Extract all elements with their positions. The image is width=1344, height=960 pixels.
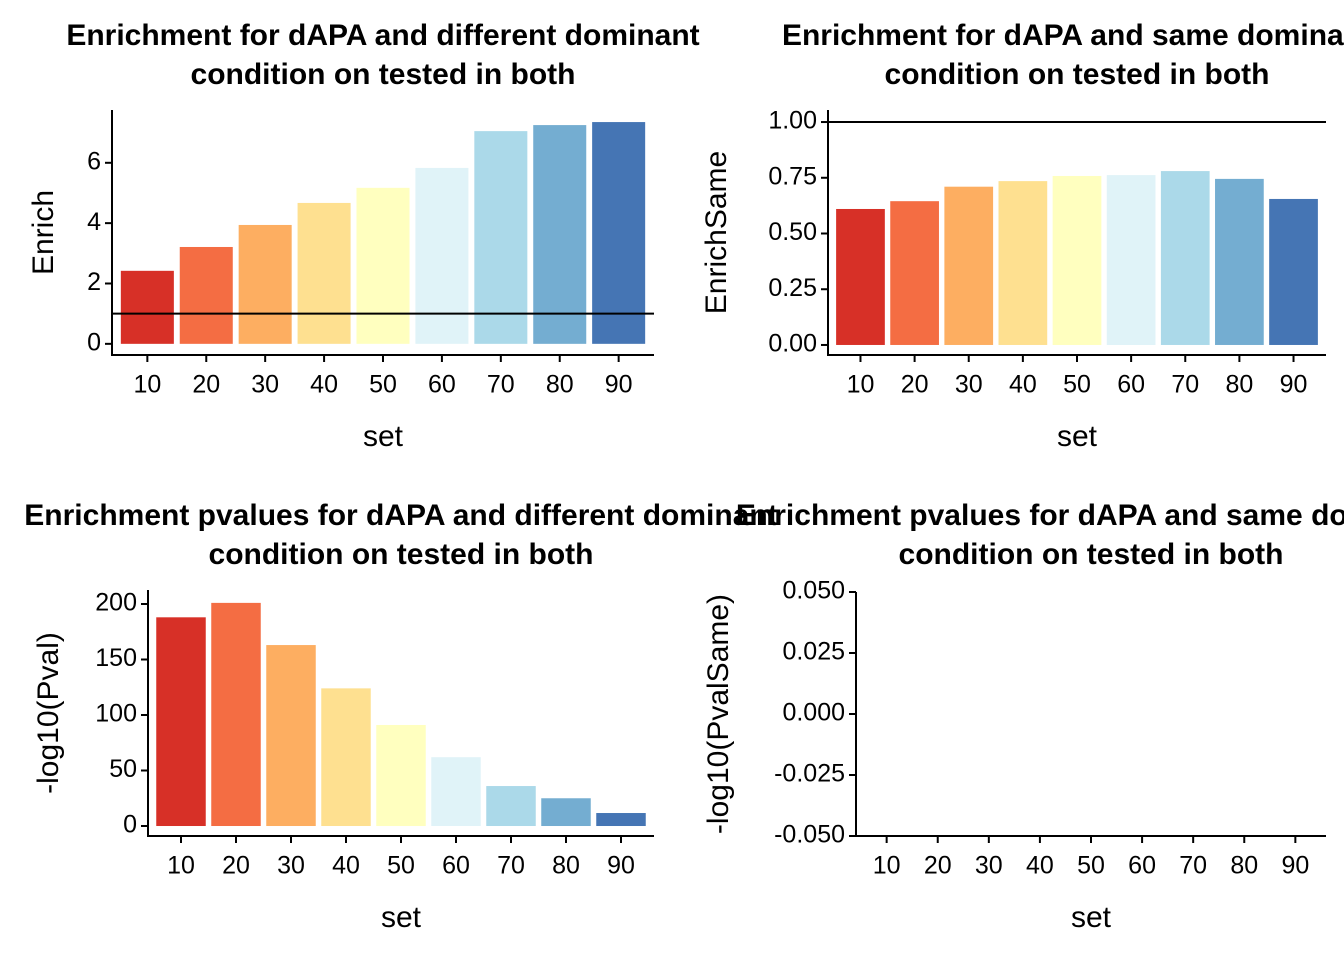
y-axis-title: -log10(PvalSame) <box>702 594 735 834</box>
bar <box>179 246 233 344</box>
y-tick-label: 0.050 <box>782 577 845 605</box>
x-tick-label: 60 <box>442 852 470 880</box>
y-tick-label: 0.025 <box>782 638 845 666</box>
y-tick-label: 0 <box>123 811 137 839</box>
bar <box>998 181 1048 345</box>
y-tick-label: 50 <box>109 755 137 783</box>
bar <box>596 813 646 827</box>
y-tick-label: 0 <box>87 328 101 356</box>
bar <box>431 757 481 827</box>
bar <box>1160 171 1210 345</box>
y-tick-label: 0.75 <box>768 162 817 190</box>
bar <box>944 186 994 345</box>
x-axis-title: set <box>381 901 422 934</box>
x-tick-label: 50 <box>1063 371 1091 399</box>
x-tick-label: 70 <box>1179 852 1207 880</box>
bar <box>474 131 528 344</box>
y-axis-title: Enrich <box>27 190 60 275</box>
x-tick-label: 70 <box>497 852 525 880</box>
x-tick-label: 20 <box>222 852 250 880</box>
bar <box>297 202 351 344</box>
y-tick-label: -0.025 <box>774 760 845 788</box>
x-tick-label: 50 <box>369 371 397 399</box>
x-tick-label: 40 <box>1026 852 1054 880</box>
bar <box>890 201 939 345</box>
x-tick-label: 40 <box>310 371 338 399</box>
x-tick-label: 90 <box>1280 371 1308 399</box>
y-tick-label: 2 <box>87 268 101 296</box>
y-tick-label: -0.050 <box>774 821 845 849</box>
bar <box>211 602 261 827</box>
x-tick-label: 40 <box>1009 371 1037 399</box>
y-tick-label: 150 <box>95 644 137 672</box>
x-tick-label: 10 <box>167 852 195 880</box>
bar <box>486 786 536 827</box>
x-tick-label: 30 <box>955 371 983 399</box>
x-tick-label: 90 <box>607 852 635 880</box>
bar <box>541 798 591 827</box>
bar <box>1106 175 1156 345</box>
chart-title: condition on tested in both <box>899 538 1284 571</box>
bar <box>836 208 885 345</box>
bar <box>592 122 646 344</box>
bar <box>376 724 426 827</box>
y-axis-title: EnrichSame <box>700 151 733 314</box>
x-tick-label: 60 <box>428 371 456 399</box>
x-axis-title: set <box>363 420 404 453</box>
bar <box>266 645 316 827</box>
x-tick-label: 70 <box>487 371 515 399</box>
x-tick-label: 20 <box>924 852 952 880</box>
x-tick-label: 60 <box>1128 852 1156 880</box>
y-tick-label: 100 <box>95 700 137 728</box>
bar <box>1052 175 1102 345</box>
y-axis-title: -log10(Pval) <box>32 632 65 794</box>
chart-title: Enrichment for dAPA and different domina… <box>66 19 699 52</box>
x-tick-label: 30 <box>251 371 279 399</box>
bar <box>156 617 206 827</box>
bar <box>1269 198 1318 345</box>
x-tick-label: 20 <box>192 371 220 399</box>
y-tick-label: 0.25 <box>768 274 817 302</box>
x-tick-label: 10 <box>847 371 875 399</box>
x-tick-label: 80 <box>546 371 574 399</box>
x-tick-label: 50 <box>1077 852 1105 880</box>
x-axis-title: set <box>1071 901 1112 934</box>
chart-title: condition on tested in both <box>885 58 1270 91</box>
bar <box>321 688 371 827</box>
chart-title: Enrichment pvalues for dAPA and same dom… <box>736 499 1344 532</box>
x-axis-title: set <box>1057 420 1098 453</box>
y-tick-label: 4 <box>87 208 101 236</box>
x-tick-label: 70 <box>1171 371 1199 399</box>
chart-title: Enrichment for dAPA and same dominant <box>782 19 1344 52</box>
x-tick-label: 50 <box>387 852 415 880</box>
x-tick-label: 20 <box>901 371 929 399</box>
x-tick-label: 10 <box>133 371 161 399</box>
chart-title: condition on tested in both <box>191 58 576 91</box>
x-tick-label: 90 <box>1281 852 1309 880</box>
y-tick-label: 0.000 <box>782 699 845 727</box>
bar <box>415 167 469 344</box>
x-tick-label: 60 <box>1117 371 1145 399</box>
bar <box>533 125 587 344</box>
x-tick-label: 80 <box>1230 852 1258 880</box>
y-tick-label: 0.50 <box>768 218 817 246</box>
x-tick-label: 10 <box>873 852 901 880</box>
chart-title: Enrichment pvalues for dAPA and differen… <box>24 499 777 532</box>
x-tick-label: 80 <box>1225 371 1253 399</box>
bar <box>120 270 174 344</box>
x-tick-label: 90 <box>605 371 633 399</box>
bar <box>238 224 292 344</box>
bar <box>1215 178 1264 345</box>
x-tick-label: 30 <box>277 852 305 880</box>
y-tick-label: 1.00 <box>768 107 817 135</box>
x-tick-label: 40 <box>332 852 360 880</box>
chart-title: condition on tested in both <box>209 538 594 571</box>
y-tick-label: 0.00 <box>768 330 817 358</box>
x-tick-label: 30 <box>975 852 1003 880</box>
x-tick-label: 80 <box>552 852 580 880</box>
y-tick-label: 200 <box>95 589 137 617</box>
y-tick-label: 6 <box>87 147 101 175</box>
bar <box>356 187 410 344</box>
